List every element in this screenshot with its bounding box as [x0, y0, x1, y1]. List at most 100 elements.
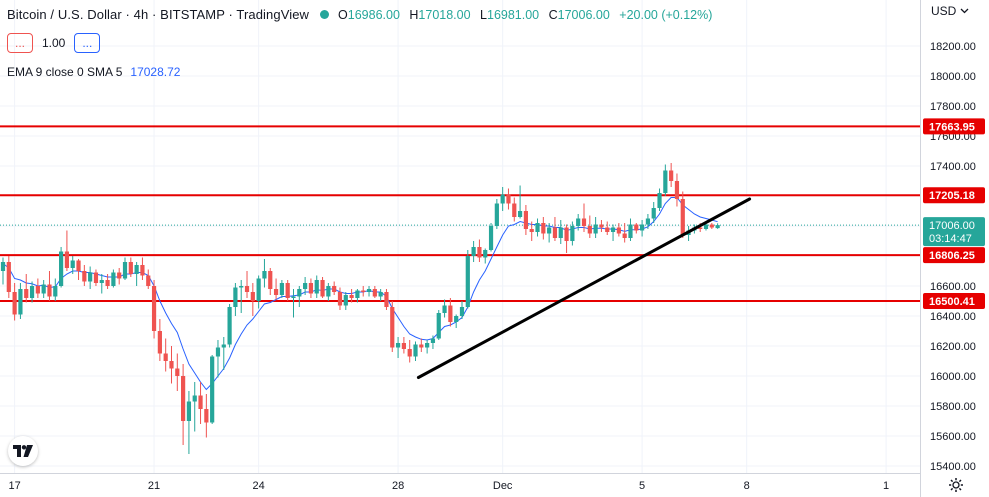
ema-line	[2, 197, 718, 391]
ohlc-close: 17006.00	[557, 7, 610, 22]
candle-body	[570, 226, 575, 241]
candle-body	[128, 262, 133, 274]
candle-body	[233, 287, 238, 307]
candle-body	[448, 305, 453, 322]
time-tick-label: 17	[8, 480, 20, 492]
ohlc-key: H	[409, 7, 419, 22]
candle-body	[157, 331, 162, 354]
candle-body	[268, 271, 273, 289]
chart-legend: Bitcoin / U.S. Dollar · 4h · BITSTAMP · …	[7, 7, 718, 22]
candle-body	[413, 344, 418, 357]
candle-body	[186, 401, 192, 421]
countdown-label: 03:14:47	[929, 233, 972, 245]
candle-body	[680, 199, 685, 235]
candle-body	[297, 289, 302, 297]
time-tick-label: 24	[253, 480, 265, 492]
candle-body	[53, 286, 58, 297]
time-tick-label: Dec	[493, 480, 513, 492]
horizontal-levels[interactable]	[0, 125, 920, 302]
candle-body	[483, 250, 488, 258]
candle-body	[29, 286, 35, 298]
candle-body	[454, 316, 459, 322]
candle-body	[535, 223, 540, 232]
candle-body	[355, 290, 360, 298]
candle-body	[645, 218, 651, 225]
candle-body	[285, 283, 290, 298]
candle-body	[715, 225, 720, 229]
indicator-label: EMA 9 close 0 SMA 5	[7, 65, 123, 79]
candle-body	[146, 275, 151, 286]
price-labels: 17663.95 17205.18 16806.25 16500.41 17006.00…	[923, 118, 985, 309]
price-tick-label: 18000.00	[930, 71, 976, 83]
symbol-title[interactable]: Bitcoin / U.S. Dollar · 4h · BITSTAMP · …	[7, 7, 310, 22]
tradingview-logo-icon[interactable]	[8, 436, 38, 466]
ohlc-key: O	[338, 7, 348, 22]
candle-body	[70, 260, 75, 268]
candle-body	[117, 272, 122, 279]
candle-body	[622, 233, 627, 238]
ohlc-values: O16986.00 H17018.00 L16981.00 C17006.00 …	[338, 8, 718, 22]
tv-mark-icon	[13, 445, 33, 457]
candle-body	[343, 295, 348, 306]
candle-body	[134, 265, 139, 274]
currency-selector[interactable]: USD	[931, 4, 969, 18]
candle-body	[18, 289, 23, 315]
candle-body	[198, 395, 203, 409]
candle-body	[326, 286, 331, 297]
candle-body	[204, 409, 209, 423]
candle-body	[395, 343, 401, 348]
candle-body	[361, 290, 366, 292]
candle-body	[698, 227, 703, 229]
candle-body	[628, 224, 633, 238]
candle-body	[88, 272, 93, 282]
candle-body	[221, 344, 226, 348]
ohlc-change: +20.00 (+0.12%)	[619, 7, 713, 22]
indicator-legend[interactable]: EMA 9 close 0 SMA 5 17028.72	[7, 65, 180, 79]
candle-body	[82, 271, 87, 282]
currency-label: USD	[931, 4, 957, 18]
candle-body	[657, 193, 662, 208]
time-tick-label: 8	[744, 480, 750, 492]
candle-body	[523, 211, 528, 229]
candle-body	[41, 284, 46, 294]
candle-body	[587, 226, 592, 234]
candle-body	[215, 347, 221, 357]
price-tick-label: 18200.00	[930, 41, 976, 53]
candle-body	[192, 395, 197, 402]
trendline-drawing[interactable]	[416, 197, 752, 379]
candle-body	[47, 284, 52, 297]
time-tick-label: 1	[883, 480, 889, 492]
candle-body	[616, 227, 621, 234]
ohlc-open: 16986.00	[347, 7, 400, 22]
candle-body	[401, 343, 406, 349]
market-status-icon	[320, 10, 330, 19]
candle-body	[64, 251, 70, 268]
candle-body	[0, 262, 6, 271]
order-quick-panel: ... 1.00 ...	[7, 33, 101, 53]
candle-body	[308, 283, 314, 294]
candle-body	[390, 307, 395, 348]
candle-body	[6, 262, 11, 292]
sell-button[interactable]: ...	[7, 33, 33, 53]
buy-button[interactable]: ...	[74, 33, 101, 53]
candle-body	[651, 208, 656, 219]
ohlc-low: 16981.00	[487, 7, 540, 22]
price-tick-label: 17400.00	[930, 161, 976, 173]
candle-body	[663, 170, 668, 193]
level-price-label: 17663.95	[929, 121, 975, 133]
candle-body	[105, 280, 110, 286]
level-price-tag	[923, 292, 985, 309]
candle-body	[169, 361, 174, 369]
candle-body	[599, 224, 604, 228]
current-price-tag	[923, 217, 985, 247]
candle-body	[430, 338, 436, 343]
candle-body	[703, 224, 709, 229]
candle-body	[12, 292, 17, 315]
candle-body	[279, 283, 284, 295]
candle-body	[581, 218, 587, 226]
settings-gear-icon[interactable]	[948, 477, 964, 497]
quantity-value[interactable]: 1.00	[42, 36, 66, 50]
price-tick-label: 16400.00	[930, 311, 976, 323]
